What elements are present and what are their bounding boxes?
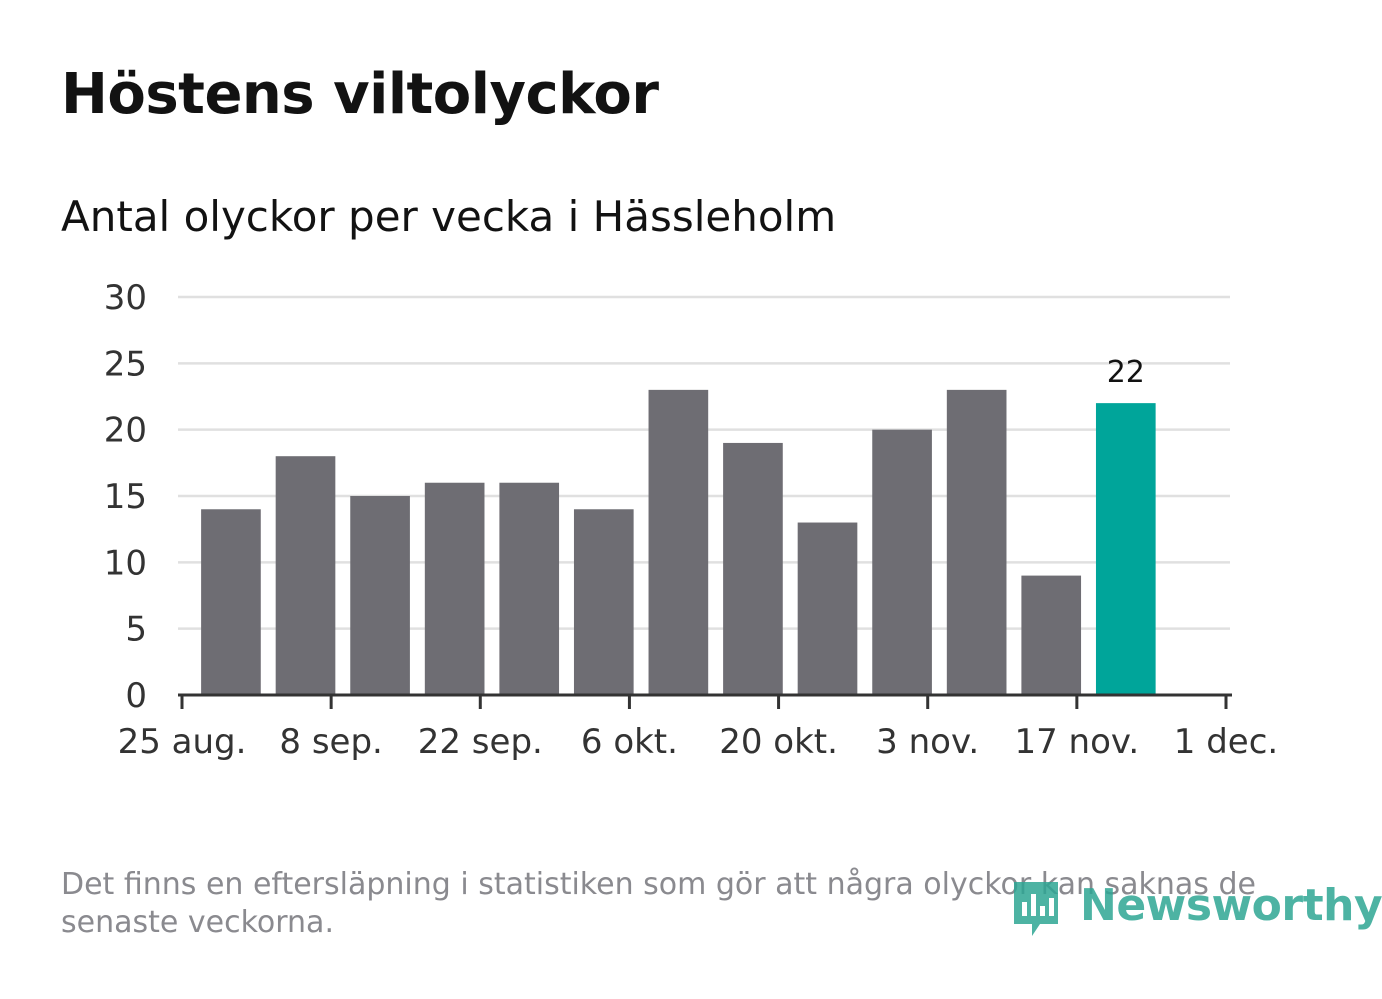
y-tick-label: 20 <box>104 411 147 451</box>
bar <box>350 496 410 695</box>
y-tick-label: 0 <box>125 676 147 716</box>
x-axis-ticks: 25 aug. 8 sep. 22 sep. 6 okt. 20 okt. 3 nov. 1… <box>118 695 1278 762</box>
bar-highlight <box>1095 403 1156 695</box>
bar <box>201 509 261 695</box>
chart-title: Höstens viltolyckor <box>61 62 659 127</box>
y-tick-label: 5 <box>125 610 147 650</box>
y-tick-label: 10 <box>104 543 147 583</box>
y-axis-ticks: 0 5 10 15 20 25 30 <box>104 278 147 716</box>
brand-name: Newsworthy <box>1080 880 1382 931</box>
bar <box>797 522 858 695</box>
bar-value-label: 22 <box>1107 355 1145 390</box>
bar <box>1021 575 1082 695</box>
x-tick-label: 3 nov. <box>876 722 979 762</box>
x-tick-label: 25 aug. <box>118 722 247 762</box>
x-tick-label: 17 nov. <box>1014 722 1139 762</box>
bar <box>946 389 1007 695</box>
bar <box>723 442 783 695</box>
bars <box>201 389 1156 695</box>
bar <box>424 482 485 695</box>
bar <box>872 429 932 695</box>
x-tick-label: 6 okt. <box>581 722 678 762</box>
y-tick-label: 15 <box>104 477 147 517</box>
newsworthy-logo: Newsworthy <box>1010 878 1382 942</box>
x-tick-label: 20 okt. <box>719 722 838 762</box>
bar-chart: 0 5 10 15 20 25 30 22 25 aug. 8 sep. 22 sep. 6 ok… <box>104 278 1278 762</box>
x-tick-label: 8 sep. <box>279 722 382 762</box>
bar <box>573 509 634 695</box>
data-labels: 22 <box>1107 355 1145 390</box>
x-tick-label: 22 sep. <box>418 722 543 762</box>
newsworthy-logo-icon <box>1014 882 1058 936</box>
bar <box>648 389 709 695</box>
y-tick-label: 30 <box>104 278 147 318</box>
chart-subtitle: Antal olyckor per vecka i Hässleholm <box>61 192 837 241</box>
y-tick-label: 25 <box>104 344 147 384</box>
x-tick-label: 1 dec. <box>1174 722 1278 762</box>
bar <box>499 482 560 695</box>
bar <box>275 456 336 695</box>
